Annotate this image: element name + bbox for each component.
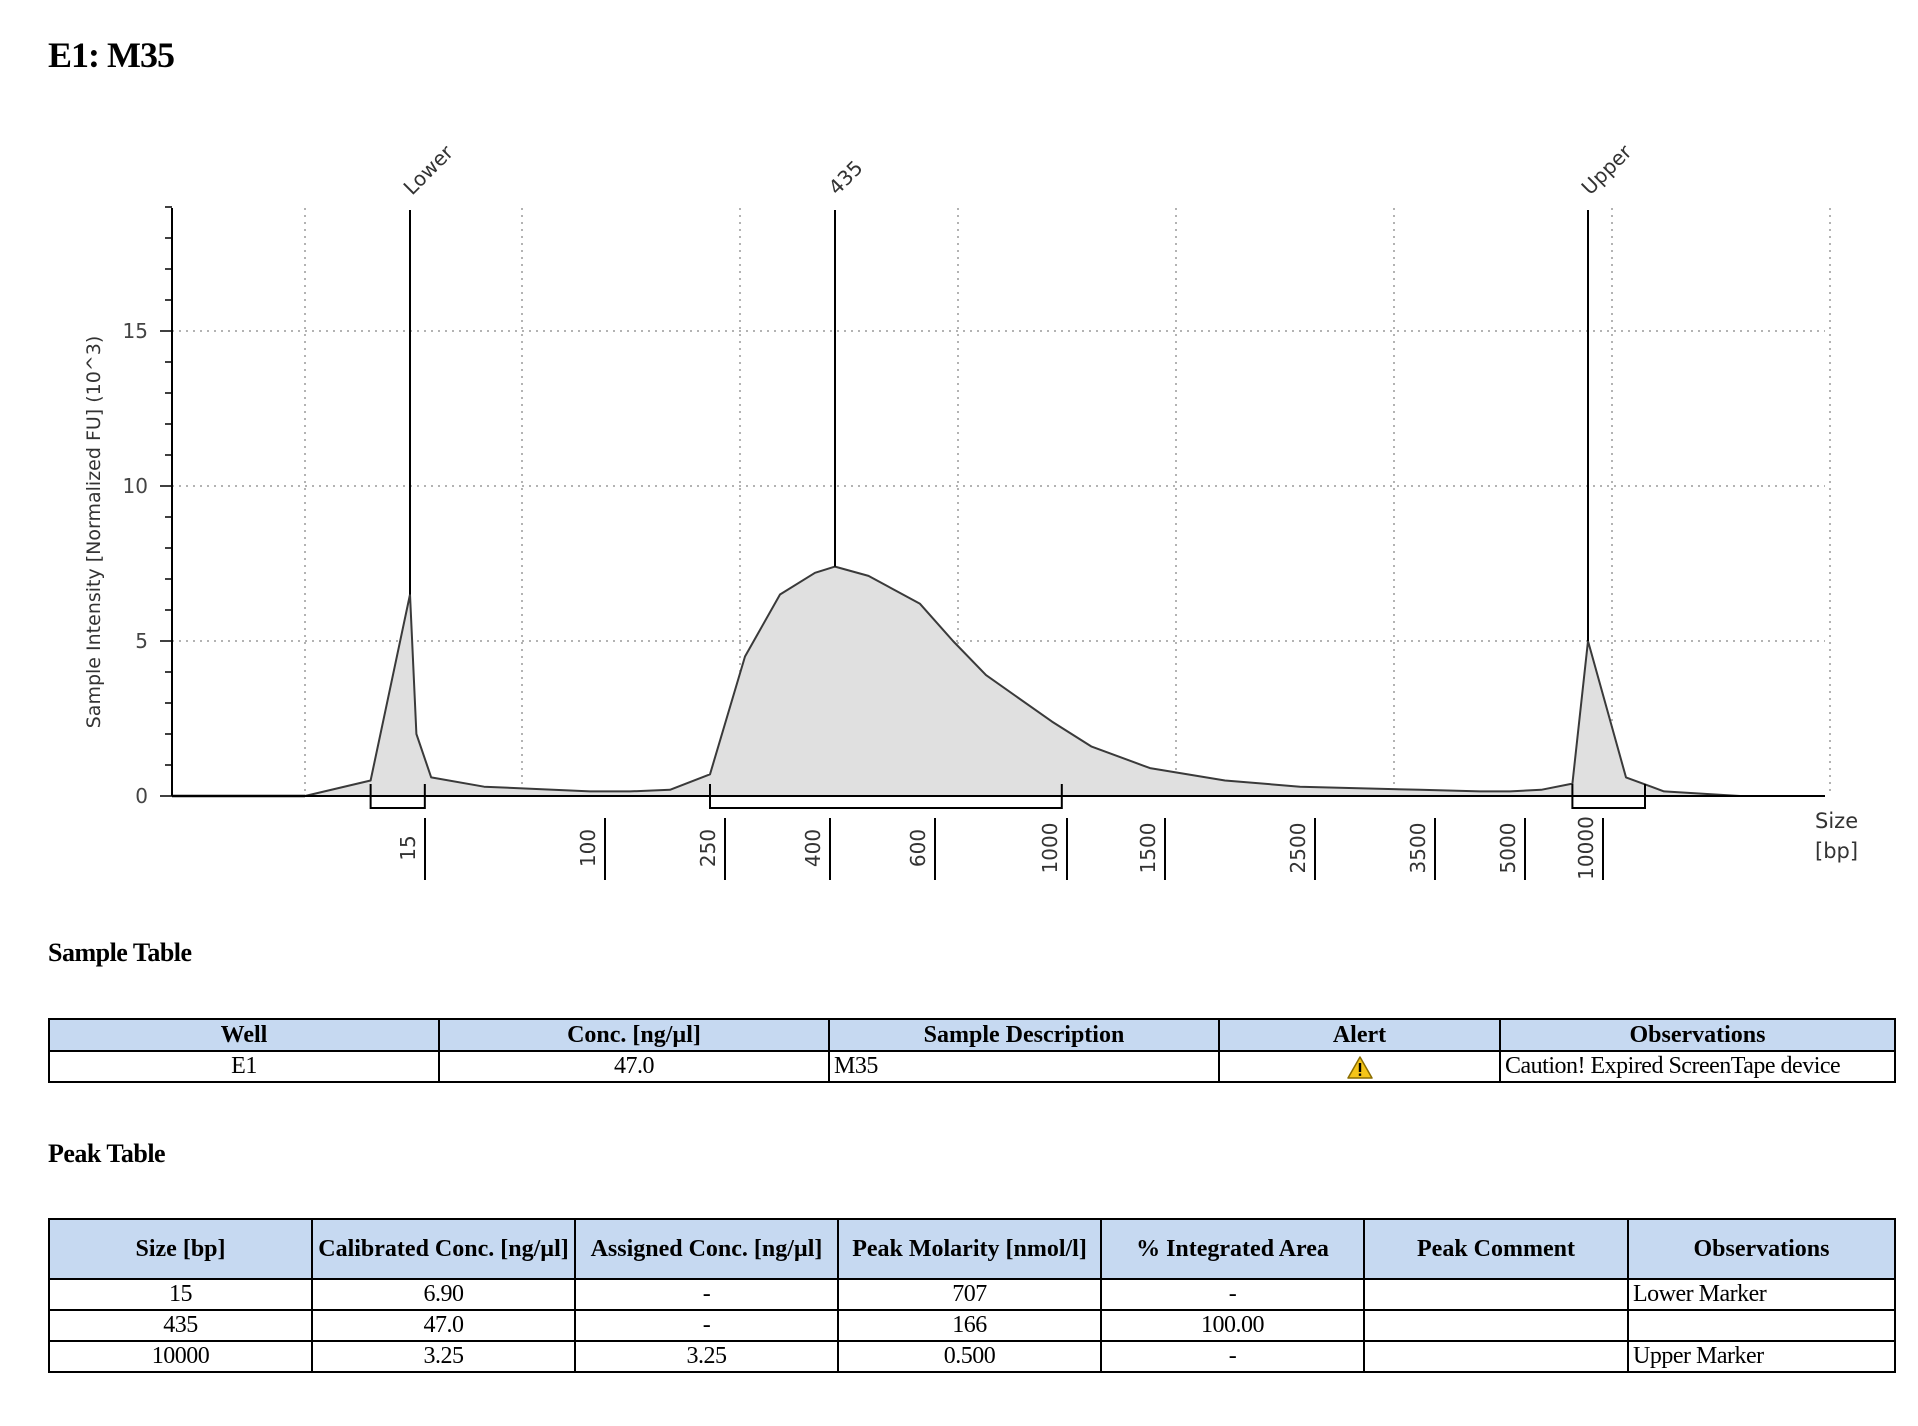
y-tick-label: 0 (135, 784, 148, 808)
x-tick-label: 3500 (1406, 823, 1430, 874)
x-tick-label: 100 (576, 829, 600, 867)
integrated-area-cell: - (1100, 1340, 1365, 1373)
peak-comment-cell (1363, 1278, 1629, 1311)
integration-region (369, 784, 426, 809)
x-tick-label: 2500 (1286, 823, 1310, 874)
x-tick-label: 10000 (1574, 816, 1598, 880)
peak-table-title: Peak Table (48, 1139, 166, 1168)
calibrated-conc-cell: 6.90 (311, 1278, 576, 1311)
col-peak-comment: Peak Comment (1363, 1218, 1629, 1280)
x-tick-label: 250 (696, 829, 720, 867)
chart-regions (369, 784, 1646, 809)
chart-grid (172, 208, 1831, 796)
col-conc: Conc. [ng/µl] (438, 1018, 830, 1052)
observations-cell (1627, 1309, 1896, 1342)
size-cell: 435 (48, 1309, 313, 1342)
peak-comment-cell (1363, 1340, 1629, 1373)
warning-icon (1346, 1056, 1373, 1079)
col-alert: Alert (1218, 1018, 1501, 1052)
electropherogram-chart: 0 5 10 15 15 100 250 400 600 1000 1500 2500 3500 5000… (83, 139, 1858, 880)
x-tick-label: 1500 (1136, 823, 1160, 874)
series-line (304, 565, 1741, 797)
description-cell: M35 (828, 1050, 1220, 1083)
peak-molarity-cell: 166 (837, 1309, 1102, 1342)
observations-cell: Caution! Expired ScreenTape device (1499, 1050, 1896, 1083)
chart-peaks (409, 210, 1589, 641)
calibrated-conc-cell: 3.25 (311, 1340, 576, 1373)
page-title: E1: M35 (48, 35, 175, 75)
alert-cell (1218, 1050, 1501, 1083)
x-tick-label: 15 (396, 835, 420, 860)
observations-cell: Lower Marker (1627, 1278, 1896, 1311)
col-well: Well (48, 1018, 440, 1052)
y-tick-label: 15 (123, 319, 148, 343)
x-tick-label: 1000 (1038, 823, 1062, 874)
col-observations: Observations (1627, 1218, 1896, 1280)
well-cell: E1 (48, 1050, 440, 1083)
size-cell: 15 (48, 1278, 313, 1311)
series-area (305, 566, 1740, 796)
col-integrated-area: % Integrated Area (1100, 1218, 1365, 1280)
sample-table-title: Sample Table (48, 938, 192, 967)
calibrated-conc-cell: 47.0 (311, 1309, 576, 1342)
x-axis-label: [bp] (1815, 839, 1858, 863)
y-tick-label: 5 (135, 629, 148, 653)
x-tick-label: 5000 (1496, 823, 1520, 874)
peak-table: Size [bp] Calibrated Conc. [ng/µl] Assig… (48, 1218, 1896, 1373)
x-tick-label: 600 (906, 829, 930, 867)
assigned-conc-cell: - (574, 1278, 839, 1311)
peak-molarity-cell: 707 (837, 1278, 1102, 1311)
col-assigned-conc: Assigned Conc. [ng/µl] (574, 1218, 839, 1280)
table-row: E1 47.0 M35 Caution! Expired ScreenTape … (48, 1050, 1896, 1083)
chart-axes (160, 206, 1825, 880)
y-tick-label: 10 (123, 474, 148, 498)
assigned-conc-cell: 3.25 (574, 1340, 839, 1373)
peak-label: Upper (1577, 139, 1637, 199)
peak-label: 435 (824, 156, 868, 200)
observations-cell: Upper Marker (1627, 1340, 1896, 1373)
col-size: Size [bp] (48, 1218, 313, 1280)
table-row: 435 47.0 - 166 100.00 (48, 1309, 1896, 1342)
col-observations: Observations (1499, 1018, 1896, 1052)
x-tick-label: 400 (801, 829, 825, 867)
peak-molarity-cell: 0.500 (837, 1340, 1102, 1373)
col-peak-molarity: Peak Molarity [nmol/l] (837, 1218, 1102, 1280)
integration-region (709, 784, 1063, 809)
assigned-conc-cell: - (574, 1309, 839, 1342)
y-axis-label: Sample Intensity [Normalized FU] (10^3) (83, 336, 105, 729)
peak-comment-cell (1363, 1309, 1629, 1342)
sample-table: Well Conc. [ng/µl] Sample Description Al… (48, 1018, 1896, 1083)
table-row: 10000 3.25 3.25 0.500 - Upper Marker (48, 1340, 1896, 1373)
col-calibrated-conc: Calibrated Conc. [ng/µl] (311, 1218, 576, 1280)
conc-cell: 47.0 (438, 1050, 830, 1083)
peak-label: Lower (399, 140, 459, 200)
chart-area (172, 565, 1741, 798)
integrated-area-cell: - (1100, 1278, 1365, 1311)
size-cell: 10000 (48, 1340, 313, 1373)
integrated-area-cell: 100.00 (1100, 1309, 1365, 1342)
integration-region (1571, 784, 1646, 809)
x-axis-label: Size (1815, 809, 1858, 833)
col-description: Sample Description (828, 1018, 1220, 1052)
table-row: 15 6.90 - 707 - Lower Marker (48, 1278, 1896, 1311)
